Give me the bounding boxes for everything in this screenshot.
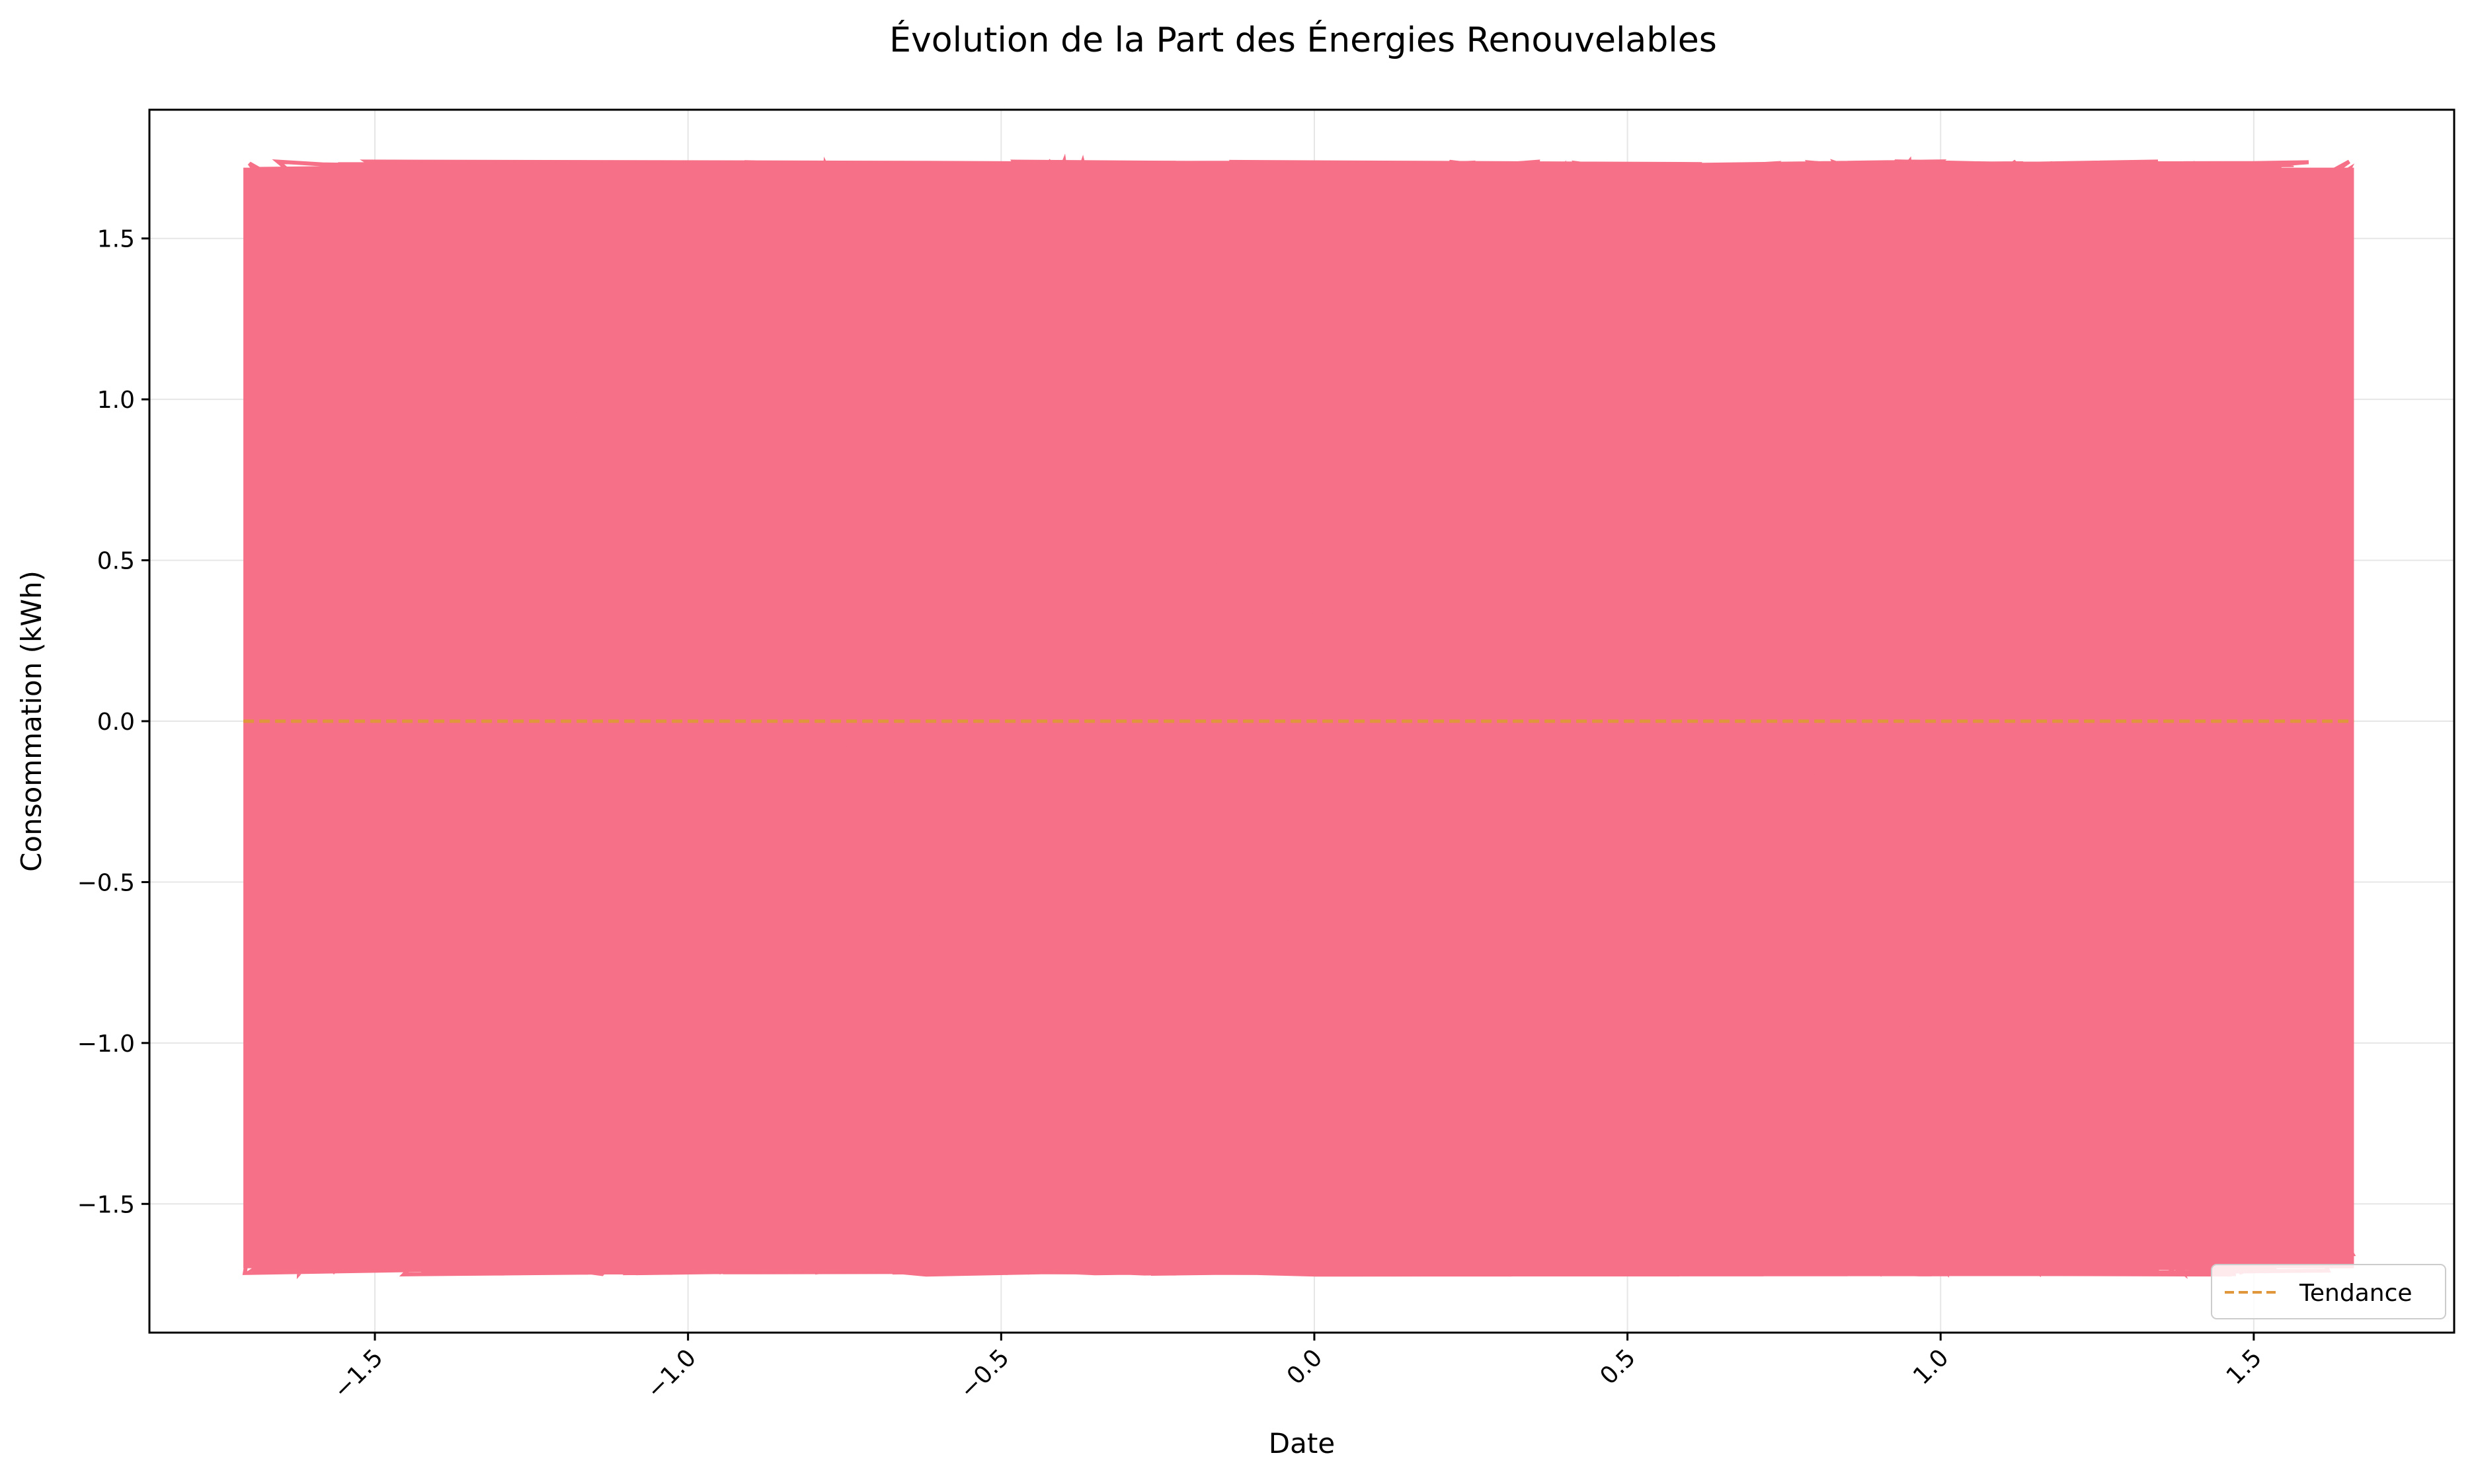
y-tick-label: 1.0 (97, 387, 135, 414)
y-tick-label: −0.5 (77, 869, 135, 896)
y-tick-label: 0.5 (97, 548, 135, 575)
data-layer (242, 153, 2356, 1280)
y-tick-label: −1.5 (77, 1191, 135, 1218)
series-main-line (242, 153, 2356, 1280)
legend: Tendance (2211, 1264, 2446, 1319)
legend-box (2211, 1264, 2446, 1319)
plot-area-frame (148, 108, 2455, 1334)
y-axis-label: Consommation (kWh) (15, 570, 48, 872)
y-tick-label: −1.0 (77, 1031, 135, 1058)
y-tick-label: 1.5 (97, 226, 135, 253)
legend-label-tendance: Tendance (2299, 1280, 2413, 1307)
x-axis-label: Date (1269, 1427, 1335, 1460)
y-tick-label: 0.0 (97, 709, 135, 736)
chart-title: Évolution de la Part des Énergies Renouv… (889, 20, 1717, 60)
